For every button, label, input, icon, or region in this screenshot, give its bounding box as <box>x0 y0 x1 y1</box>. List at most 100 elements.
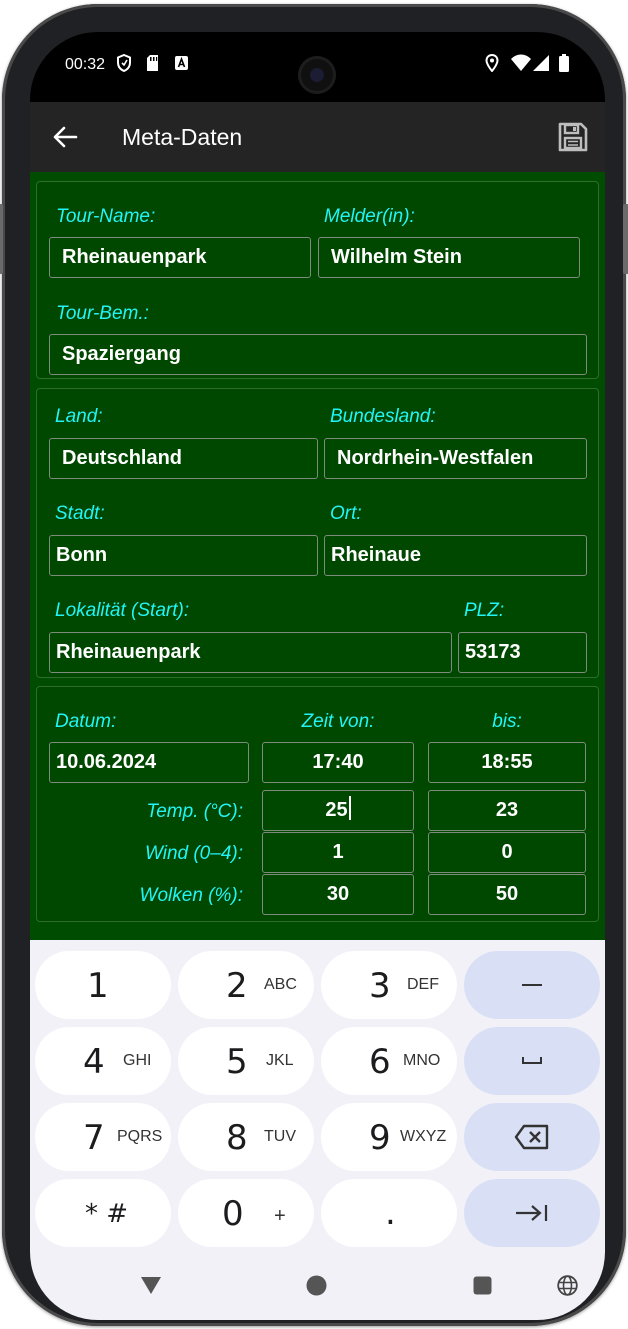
key-3-letters: DEF <box>407 976 439 993</box>
key-0-plus: + <box>274 1205 286 1227</box>
status-time: 00:32 <box>65 56 106 73</box>
app-notification-icon <box>175 56 188 70</box>
key-1[interactable]: 1 <box>35 951 171 1019</box>
backspace-icon <box>514 1124 549 1150</box>
place-field[interactable]: Rheinaue <box>324 535 587 576</box>
key-space[interactable] <box>464 1027 600 1095</box>
tour-remark-label: Tour-Bem.: <box>56 303 149 324</box>
conditions-section: Datum: Zeit von: bis: 10.06.2024 17:40 1… <box>36 686 599 922</box>
state-label: Bundesland: <box>330 406 436 427</box>
city-field[interactable]: Bonn <box>49 535 318 576</box>
space-icon <box>522 1057 542 1064</box>
key-4-letters: GHI <box>123 1052 152 1069</box>
key-3[interactable]: 3 DEF <box>321 951 457 1019</box>
state-field[interactable]: Nordrhein-Westfalen <box>324 438 587 479</box>
key-7[interactable]: 7 PQRS <box>35 1103 171 1171</box>
zip-field[interactable]: 53173 <box>458 632 587 673</box>
time-to-field[interactable]: 18:55 <box>428 742 586 783</box>
minus-icon <box>522 984 542 986</box>
key-backspace[interactable] <box>464 1103 600 1171</box>
key-9[interactable]: 9 WXYZ <box>321 1103 457 1171</box>
key-minus[interactable] <box>464 951 600 1019</box>
temperature-label: Temp. (°C): <box>146 801 243 822</box>
globe-icon[interactable] <box>557 1275 578 1296</box>
front-camera <box>298 56 336 94</box>
country-label: Land: <box>55 406 103 427</box>
key-8-digit: 8 <box>226 1118 248 1158</box>
floppy-disk-icon[interactable] <box>557 121 589 153</box>
key-6[interactable]: 6 MNO <box>321 1027 457 1095</box>
city-label: Stadt: <box>55 503 105 524</box>
key-dot-label: . <box>385 1193 396 1233</box>
page-title: Meta-Daten <box>122 124 243 150</box>
signal-icon <box>533 55 549 71</box>
time-from-label: Zeit von: <box>301 711 375 732</box>
key-0[interactable]: 0 + <box>178 1179 314 1247</box>
system-nav-bar <box>30 1252 605 1320</box>
key-3-digit: 3 <box>369 966 391 1006</box>
key-6-letters: MNO <box>403 1052 441 1069</box>
key-4-digit: 4 <box>83 1042 105 1082</box>
phone-frame: 00:32 <box>0 4 628 1326</box>
key-next[interactable] <box>464 1179 600 1247</box>
tour-name-field[interactable]: Rheinauenpark <box>49 237 311 278</box>
key-2-digit: 2 <box>226 966 248 1006</box>
shield-icon <box>117 54 131 72</box>
status-bar: 00:32 <box>30 32 605 102</box>
text-cursor <box>348 796 351 820</box>
key-4[interactable]: 4 GHI <box>35 1027 171 1095</box>
power-button <box>623 204 628 274</box>
date-field[interactable]: 10.06.2024 <box>49 742 249 783</box>
triangle-back-icon[interactable] <box>140 1275 162 1295</box>
locality-label: Lokalität (Start): <box>55 600 190 621</box>
key-star-hash[interactable]: * # <box>35 1179 171 1247</box>
key-2-letters: ABC <box>264 976 297 993</box>
wind-from-field[interactable]: 1 <box>262 832 414 873</box>
key-9-letters: WXYZ <box>400 1128 447 1145</box>
clouds-to-field[interactable]: 50 <box>428 874 586 915</box>
location-icon <box>485 54 499 72</box>
numeric-keyboard: 1 2 ABC 3 DEF 4 GHI 5 JKL 6 <box>30 940 605 1320</box>
circle-home-icon[interactable] <box>306 1275 327 1296</box>
wifi-icon <box>511 54 531 71</box>
place-label: Ort: <box>330 503 362 524</box>
key-2[interactable]: 2 ABC <box>178 951 314 1019</box>
time-to-label: bis: <box>492 711 522 732</box>
square-recents-icon[interactable] <box>473 1276 492 1295</box>
wind-label: Wind (0–4): <box>144 843 243 864</box>
key-7-letters: PQRS <box>117 1128 163 1145</box>
location-section: Land: Bundesland: Deutschland Nordrhein-… <box>36 388 599 678</box>
key-0-digit: 0 <box>222 1194 244 1234</box>
key-8[interactable]: 8 TUV <box>178 1103 314 1171</box>
app-bar: Meta-Daten <box>30 102 605 172</box>
temperature-from-field[interactable]: 25 <box>262 790 414 831</box>
arrow-left-icon[interactable] <box>52 124 78 150</box>
tour-remark-field[interactable]: Spaziergang <box>49 334 587 375</box>
key-7-digit: 7 <box>83 1118 105 1158</box>
key-1-digit: 1 <box>87 966 109 1006</box>
time-from-field[interactable]: 17:40 <box>262 742 414 783</box>
key-8-letters: TUV <box>264 1128 296 1145</box>
temperature-to-field[interactable]: 23 <box>428 790 586 831</box>
key-5[interactable]: 5 JKL <box>178 1027 314 1095</box>
country-field[interactable]: Deutschland <box>49 438 318 479</box>
clouds-label: Wolken (%): <box>139 885 243 906</box>
reporter-label: Melder(in): <box>324 206 415 227</box>
key-5-digit: 5 <box>226 1042 248 1082</box>
screen: 00:32 <box>30 32 605 1320</box>
key-dot[interactable]: . <box>321 1179 457 1247</box>
temperature-from-value: 25 <box>325 799 348 821</box>
locality-field[interactable]: Rheinauenpark <box>49 632 452 673</box>
zip-label: PLZ: <box>464 600 505 621</box>
battery-icon <box>559 54 569 72</box>
reporter-field[interactable]: Wilhelm Stein <box>318 237 580 278</box>
volume-button <box>0 204 3 274</box>
wind-to-field[interactable]: 0 <box>428 832 586 873</box>
tour-name-label: Tour-Name: <box>56 206 156 227</box>
meta-data-form: Tour-Name: Melder(in): Rheinauenpark Wil… <box>30 172 605 940</box>
key-star-hash-label: * # <box>85 1199 129 1229</box>
key-9-digit: 9 <box>369 1118 391 1158</box>
tab-next-icon <box>516 1205 548 1221</box>
key-6-digit: 6 <box>369 1042 391 1082</box>
clouds-from-field[interactable]: 30 <box>262 874 414 915</box>
